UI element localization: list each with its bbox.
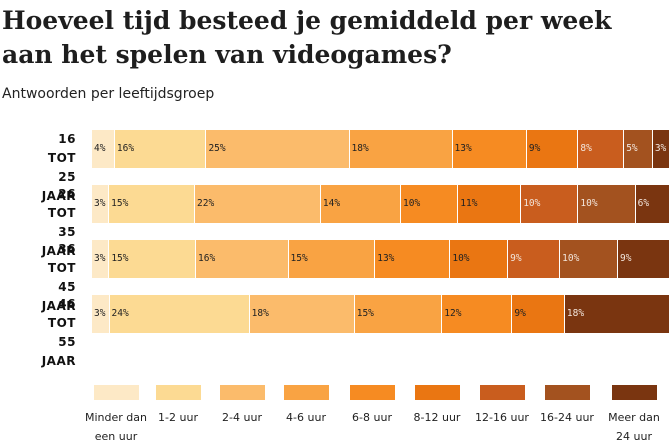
bar-segment: 9%	[617, 240, 670, 278]
chart-title: Hoeveel tijd besteed je gemiddeld per we…	[2, 6, 612, 69]
bar-segment: 13%	[452, 130, 527, 168]
bar-segment: 22%	[195, 185, 321, 223]
value-label: 10%	[403, 198, 421, 209]
bar-segment: 3%	[92, 185, 110, 223]
value-label: 13%	[377, 253, 395, 264]
legend-swatch	[415, 385, 460, 400]
bar-segment: 3%	[92, 295, 110, 333]
category-label: 26 TOT 35 JAAR	[41, 187, 76, 258]
bar-segment: 15%	[109, 240, 197, 278]
legend-label: 1-2 uur	[158, 411, 198, 424]
bar-segment: 9%	[512, 295, 565, 333]
bar-segment: 15%	[288, 240, 376, 278]
legend-swatch	[612, 385, 657, 400]
bar-segment: 5%	[624, 130, 653, 168]
bar-segment: 4%	[92, 130, 115, 168]
value-label: 15%	[111, 198, 129, 209]
legend-label: 12-16 uur	[475, 411, 529, 424]
bar-segment: 16%	[196, 240, 289, 278]
bar-segment: 9%	[508, 240, 561, 278]
bar-segment: 3%	[652, 130, 670, 168]
chart-subtitle: Antwoorden per leeftijdsgroep	[2, 86, 215, 102]
bar-segment: 9%	[526, 130, 579, 168]
value-label: 14%	[322, 198, 341, 209]
value-label: 16%	[116, 143, 135, 154]
value-label: 22%	[197, 198, 215, 209]
bar-segment: 11%	[458, 185, 522, 223]
value-label: 10%	[452, 253, 470, 264]
value-label: 25%	[208, 143, 226, 154]
bar-segment: 13%	[375, 240, 451, 278]
bar-segment: 10%	[521, 185, 579, 223]
category-label: 36 TOT 45 JAAR	[41, 242, 76, 313]
value-label: 3%	[654, 143, 667, 154]
value-label: 11%	[460, 198, 478, 209]
legend-swatch	[220, 385, 265, 400]
value-label: 5%	[626, 143, 638, 154]
legend-swatch	[545, 385, 590, 400]
value-label: 12%	[444, 308, 462, 319]
bar-segment: 15%	[109, 185, 195, 223]
legend-label: 8-12 uur	[413, 411, 461, 424]
bar-segment: 16%	[114, 130, 207, 168]
legend-swatch	[94, 385, 139, 400]
value-label: 15%	[111, 253, 129, 264]
value-label: 13%	[454, 143, 472, 154]
bar-segment: 10%	[578, 185, 636, 223]
value-label: 8%	[580, 143, 592, 154]
category-label: 16 TOT 25 JAAR	[41, 132, 76, 203]
bar-segment: 10%	[401, 185, 459, 223]
value-label: 15%	[356, 308, 374, 319]
value-label: 9%	[528, 143, 541, 154]
value-label: 3%	[94, 308, 106, 319]
value-label: 10%	[562, 253, 580, 264]
value-label: 10%	[523, 198, 541, 209]
legend-swatch	[480, 385, 525, 400]
bar-segment: 12%	[442, 295, 513, 333]
value-label: 18%	[251, 308, 269, 319]
value-label: 9%	[510, 253, 522, 264]
value-label: 9%	[514, 308, 526, 319]
legend-label: 16-24 uur	[540, 411, 594, 424]
bar-segment: 14%	[320, 185, 402, 223]
legend-label: Meer dan 24 uur	[608, 411, 660, 443]
bar-segment: 10%	[560, 240, 618, 278]
bar-segment: 3%	[92, 240, 110, 278]
legend-swatch	[284, 385, 329, 400]
value-label: 3%	[94, 198, 106, 209]
legend-label: Minder dan een uur	[85, 411, 147, 443]
value-label: 18%	[351, 143, 369, 154]
value-label: 18%	[566, 308, 585, 319]
bar-segment: 25%	[206, 130, 350, 168]
value-label: 9%	[619, 253, 632, 264]
bar-segment: 15%	[354, 295, 443, 333]
value-label: 3%	[94, 253, 106, 264]
value-label: 6%	[637, 198, 650, 209]
category-label: 46 TOT 55 JAAR	[41, 297, 76, 368]
value-label: 4%	[94, 143, 106, 154]
bar-segment: 10%	[450, 240, 509, 278]
bar-segment: 18%	[564, 295, 670, 333]
legend-label: 4-6 uur	[286, 411, 326, 424]
legend-swatch	[156, 385, 201, 400]
bar-segment: 6%	[635, 185, 670, 223]
bar-segment: 18%	[349, 130, 453, 168]
value-label: 15%	[290, 253, 308, 264]
value-label: 24%	[111, 308, 129, 319]
bar-segment: 18%	[249, 295, 355, 333]
value-label: 10%	[580, 198, 598, 209]
legend-swatch	[350, 385, 395, 400]
value-label: 16%	[198, 253, 216, 264]
bar-segment: 8%	[578, 130, 625, 168]
bar-segment: 24%	[109, 295, 250, 333]
legend-label: 6-8 uur	[352, 411, 392, 424]
legend-label: 2-4 uur	[222, 411, 262, 424]
